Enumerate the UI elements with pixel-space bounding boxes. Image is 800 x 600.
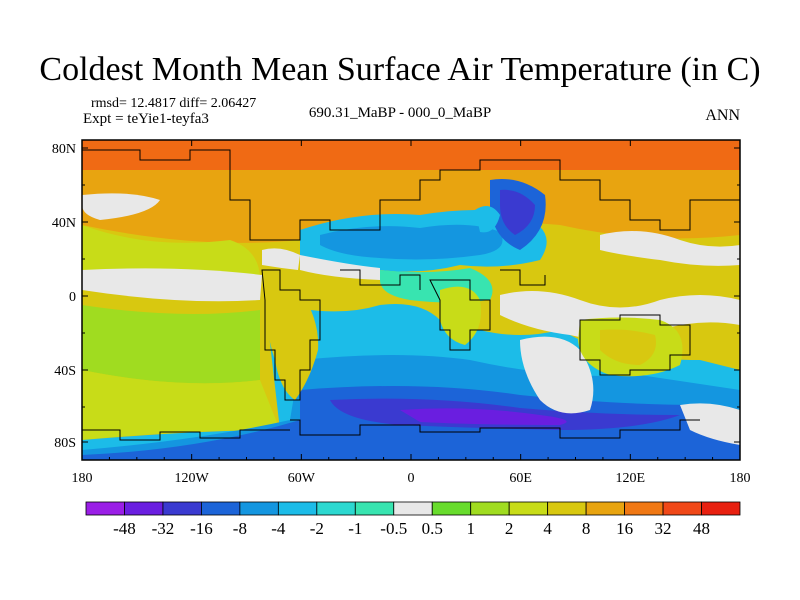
lat-tick-label: 80N [52, 142, 76, 157]
colorbar-label: 0.5 [422, 519, 443, 538]
colorbar-swatch [354, 501, 395, 516]
lon-tick-label: 180 [730, 471, 751, 486]
lon-tick-label: 60W [288, 471, 316, 486]
period-label: 690.31_MaBP - 000_0_MaBP [308, 105, 492, 121]
colorbar-label: 16 [616, 519, 633, 538]
colorbar-label: -0.5 [380, 519, 407, 538]
colorbar: -48 -32 -16 -8 -4 -2 -1 -0.5 0.5 1 2 4 8 16 32 48 [85, 501, 741, 538]
lon-tick-label: 180 [72, 471, 93, 486]
colorbar-swatch [431, 501, 472, 516]
colorbar-swatch [124, 501, 164, 516]
colorbar-swatch [393, 501, 433, 516]
colorbar-swatch [201, 501, 241, 516]
colorbar-swatch [585, 501, 625, 516]
longitude-axis: 180 120W 60W 0 60E 120E 180 [72, 140, 751, 486]
colorbar-swatch [508, 501, 549, 516]
lat-tick-label: 40N [52, 216, 76, 231]
colorbar-label: 8 [582, 519, 591, 538]
colorbar-swatch [470, 501, 510, 516]
colorbar-label: -8 [233, 519, 247, 538]
colorbar-label: -16 [190, 519, 213, 538]
temperature-field [82, 140, 740, 460]
colorbar-swatch [277, 501, 318, 516]
colorbar-swatch [624, 501, 664, 516]
colorbar-label: -32 [152, 519, 175, 538]
colorbar-swatch [85, 501, 125, 516]
coastline-outlines [82, 149, 740, 441]
lat-tick-label: 0 [69, 290, 76, 305]
lon-tick-label: 0 [408, 471, 415, 486]
lat-tick-label: 40S [54, 364, 76, 379]
colorbar-label: -4 [271, 519, 286, 538]
experiment-label: Expt = teYie1-teyfa3 [83, 111, 209, 127]
colorbar-label: -48 [113, 519, 136, 538]
map-title: Coldest Month Mean Surface Air Temperatu… [39, 51, 761, 88]
lon-tick-label: 120E [616, 471, 646, 486]
colorbar-swatch [239, 501, 279, 516]
colorbar-label: 48 [693, 519, 710, 538]
latitude-axis: 80N 40N 0 40S 80S [52, 142, 740, 451]
lon-tick-label: 120W [175, 471, 210, 486]
season-label: ANN [705, 107, 740, 124]
colorbar-label: -2 [310, 519, 324, 538]
colorbar-swatch [162, 501, 202, 516]
colorbar-label: 1 [466, 519, 475, 538]
colorbar-swatch [316, 501, 356, 516]
colorbar-label: 32 [655, 519, 672, 538]
lat-tick-label: 80S [54, 436, 76, 451]
colorbar-label: 4 [543, 519, 552, 538]
colorbar-label: -1 [348, 519, 362, 538]
lon-tick-label: 60E [509, 471, 532, 486]
stats-label: rmsd= 12.4817 diff= 2.06427 [91, 96, 257, 111]
colorbar-swatch [662, 501, 702, 516]
colorbar-swatch [547, 501, 587, 516]
colorbar-swatch [701, 501, 741, 516]
colorbar-label: 2 [505, 519, 514, 538]
